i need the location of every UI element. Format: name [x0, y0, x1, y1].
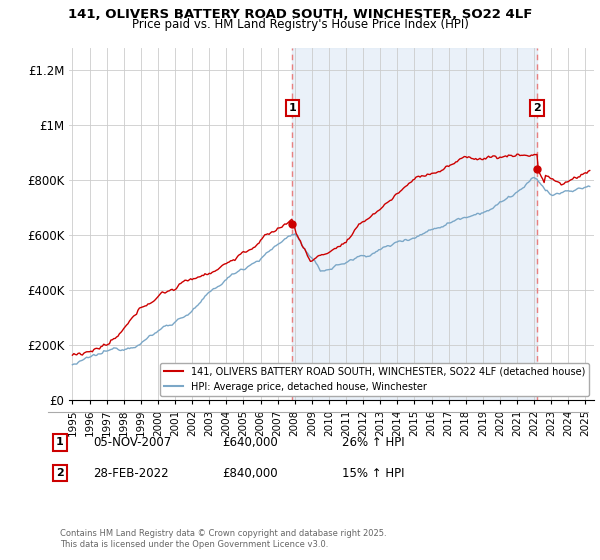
Text: 28-FEB-2022: 28-FEB-2022 [93, 466, 169, 480]
Text: 26% ↑ HPI: 26% ↑ HPI [342, 436, 404, 449]
Text: £640,000: £640,000 [222, 436, 278, 449]
Text: 15% ↑ HPI: 15% ↑ HPI [342, 466, 404, 480]
Bar [292, 48, 537, 400]
Text: 1: 1 [56, 437, 64, 447]
Text: Price paid vs. HM Land Registry's House Price Index (HPI): Price paid vs. HM Land Registry's House … [131, 18, 469, 31]
Text: 05-NOV-2007: 05-NOV-2007 [93, 436, 171, 449]
Text: 2: 2 [533, 103, 541, 113]
Text: Contains HM Land Registry data © Crown copyright and database right 2025.
This d: Contains HM Land Registry data © Crown c… [60, 529, 386, 549]
Text: £840,000: £840,000 [222, 466, 278, 480]
Text: 1: 1 [288, 103, 296, 113]
Text: 141, OLIVERS BATTERY ROAD SOUTH, WINCHESTER, SO22 4LF: 141, OLIVERS BATTERY ROAD SOUTH, WINCHES… [68, 8, 532, 21]
Legend: 141, OLIVERS BATTERY ROAD SOUTH, WINCHESTER, SO22 4LF (detached house), HPI: Ave: 141, OLIVERS BATTERY ROAD SOUTH, WINCHES… [160, 363, 589, 395]
Text: 2: 2 [56, 468, 64, 478]
